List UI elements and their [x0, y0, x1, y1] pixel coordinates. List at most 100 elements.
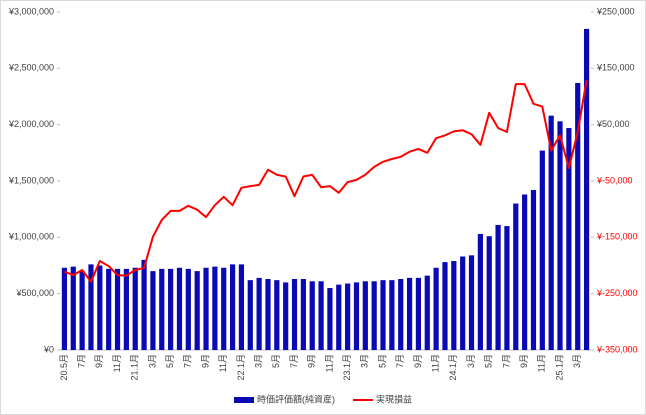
bar: [327, 288, 333, 350]
bar: [451, 260, 457, 350]
bar: [176, 267, 183, 350]
bar: [212, 266, 218, 350]
line: [64, 80, 588, 283]
x-tick-label: 7月: [183, 354, 193, 368]
bar: [168, 268, 174, 350]
bar: [79, 271, 85, 350]
bar: [309, 281, 315, 350]
bar: [238, 264, 245, 350]
bar: [468, 255, 475, 350]
bar: [513, 203, 519, 350]
bar: [88, 264, 94, 350]
y-tick-label: ¥2,500,000: [8, 63, 54, 73]
x-tick-label: 9月: [307, 354, 317, 368]
bar: [291, 279, 298, 350]
x-tick-label: 3月: [254, 354, 264, 368]
bar: [504, 226, 510, 350]
bar: [123, 268, 129, 350]
bar: [583, 28, 590, 351]
x-tick-label: 11月: [537, 354, 547, 372]
x-tick-label: 9月: [519, 354, 529, 368]
y2-tick-label: ¥150,000: [596, 63, 635, 73]
bar: [70, 266, 76, 350]
bar: [557, 121, 563, 350]
bar: [203, 267, 209, 350]
x-tick-label: 7月: [395, 354, 405, 368]
bar: [141, 259, 147, 350]
x-tick-label: 3月: [147, 354, 157, 368]
y2-tick-label: ¥-150,000: [596, 232, 638, 242]
y-tick-label: ¥1,000,000: [8, 232, 54, 242]
x-tick-label: 11月: [218, 354, 228, 372]
x-tick-label: 3月: [466, 354, 476, 368]
x-tick-label: 7月: [501, 354, 511, 368]
bar: [265, 279, 271, 350]
bar: [132, 267, 138, 350]
x-tick-label: 5月: [484, 354, 494, 368]
bar: [548, 115, 554, 350]
bar: [406, 277, 413, 350]
bar: [256, 277, 262, 350]
y-tick-label: ¥2,000,000: [8, 119, 54, 129]
bar: [460, 256, 466, 350]
bar: [380, 280, 386, 350]
bar: [61, 267, 68, 350]
x-tick-label: 7月: [289, 354, 299, 368]
bar: [221, 267, 227, 350]
bar: [114, 268, 121, 350]
y-tick-label: ¥3,000,000: [8, 6, 54, 16]
bar: [247, 280, 253, 350]
y2-tick-label: ¥-50,000: [596, 175, 633, 185]
x-tick-label: 9月: [413, 354, 423, 368]
bar: [300, 279, 306, 350]
x-tick-label: 5月: [377, 354, 387, 368]
bar: [433, 267, 439, 350]
y-tick-label: ¥500,000: [15, 288, 54, 298]
x-tick-label: 5月: [165, 354, 175, 368]
y2-tick-label: ¥-350,000: [596, 344, 638, 354]
x-tick-label: 11月: [324, 354, 334, 372]
bar: [442, 262, 448, 350]
bar: [415, 277, 422, 350]
x-tick-label: 11月: [431, 354, 441, 372]
x-tick-label: 23.1月: [342, 354, 352, 381]
bar: [522, 194, 528, 350]
x-tick-label: 22.1月: [236, 354, 246, 381]
bar: [318, 281, 324, 350]
bar: [530, 190, 537, 350]
bar: [477, 233, 483, 350]
y-tick-label: ¥1,500,000: [8, 175, 54, 185]
bar: [97, 265, 103, 350]
y2-tick-label: ¥50,000: [596, 119, 630, 129]
bar: [424, 275, 430, 350]
legend-swatch: [234, 397, 254, 403]
y2-tick-label: ¥-250,000: [596, 288, 638, 298]
x-tick-label: 3月: [572, 354, 582, 368]
x-tick-label: 5月: [271, 354, 281, 368]
bar: [353, 282, 360, 350]
x-tick-label: 11月: [112, 354, 122, 372]
bar: [106, 268, 112, 350]
bar: [150, 271, 156, 350]
bar: [283, 282, 289, 350]
x-tick-label: 24.1月: [448, 354, 458, 381]
bar: [185, 268, 191, 350]
bar: [345, 283, 351, 350]
bar: [495, 224, 501, 350]
bar: [159, 268, 165, 350]
bar: [194, 271, 200, 350]
y2-tick-label: ¥250,000: [596, 6, 635, 16]
bar: [229, 264, 236, 350]
x-tick-label: 20.5月: [59, 354, 69, 381]
x-tick-label: 7月: [77, 354, 87, 368]
bar: [274, 280, 280, 350]
legend-label: 実現損益: [376, 393, 412, 404]
bar: [398, 279, 404, 350]
bar: [389, 280, 395, 350]
bar: [362, 281, 368, 350]
bar: [486, 236, 492, 350]
x-tick-label: 21.1月: [130, 354, 140, 381]
bar: [575, 82, 581, 350]
x-tick-label: 9月: [200, 354, 210, 368]
